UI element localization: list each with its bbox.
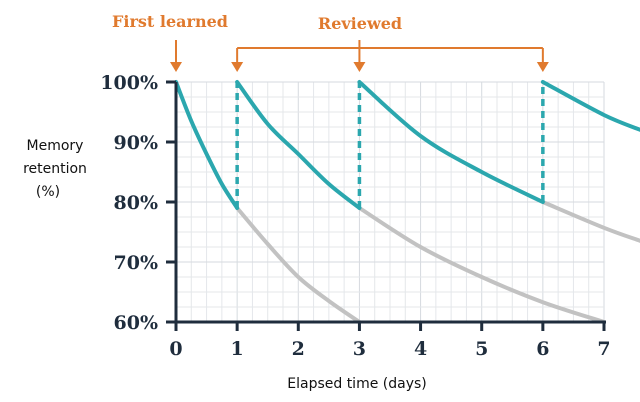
retention-curve — [540, 80, 640, 132]
y-tick-label: 100% — [100, 72, 158, 94]
forgetting-curve — [235, 206, 362, 324]
y-tick-label: 60% — [114, 312, 159, 334]
y-tick-label: 70% — [114, 252, 159, 274]
first-learned-arrow-head — [170, 62, 182, 72]
y-axis-label-line: (%) — [36, 184, 60, 200]
forgetting-curve — [540, 200, 640, 243]
x-tick-label: 0 — [169, 338, 182, 360]
review-arrow-head — [536, 62, 549, 72]
x-tick-label: 2 — [292, 338, 305, 360]
x-tick-label: 1 — [231, 338, 244, 360]
retention-curve — [174, 80, 240, 210]
y-axis-label-line: Memory — [27, 138, 84, 154]
x-tick-label: 5 — [475, 338, 488, 360]
y-tick-label: 90% — [114, 132, 159, 154]
reviewed-label: Reviewed — [318, 14, 402, 33]
retention-curve — [357, 80, 545, 204]
axes — [166, 80, 606, 331]
x-tick-label: 3 — [353, 338, 366, 360]
x-tick-label: 6 — [536, 338, 549, 360]
forgetting-curve — [357, 206, 606, 324]
curves — [174, 80, 640, 324]
y-tick-label: 80% — [114, 192, 159, 214]
x-tick-label: 4 — [414, 338, 427, 360]
x-tick-label: 7 — [597, 338, 610, 360]
tick-labels: 60% 70% 80% 90% 100% 0 1 2 3 4 5 6 7 — [100, 72, 610, 360]
annotations: First learned Reviewed — [112, 12, 549, 72]
review-arrow-head — [231, 62, 244, 72]
first-learned-label: First learned — [112, 12, 228, 31]
y-axis-label-line: retention — [23, 161, 87, 177]
review-arrow-head — [353, 62, 366, 72]
x-axis-label: Elapsed time (days) — [287, 376, 427, 392]
retention-curve — [235, 80, 362, 210]
